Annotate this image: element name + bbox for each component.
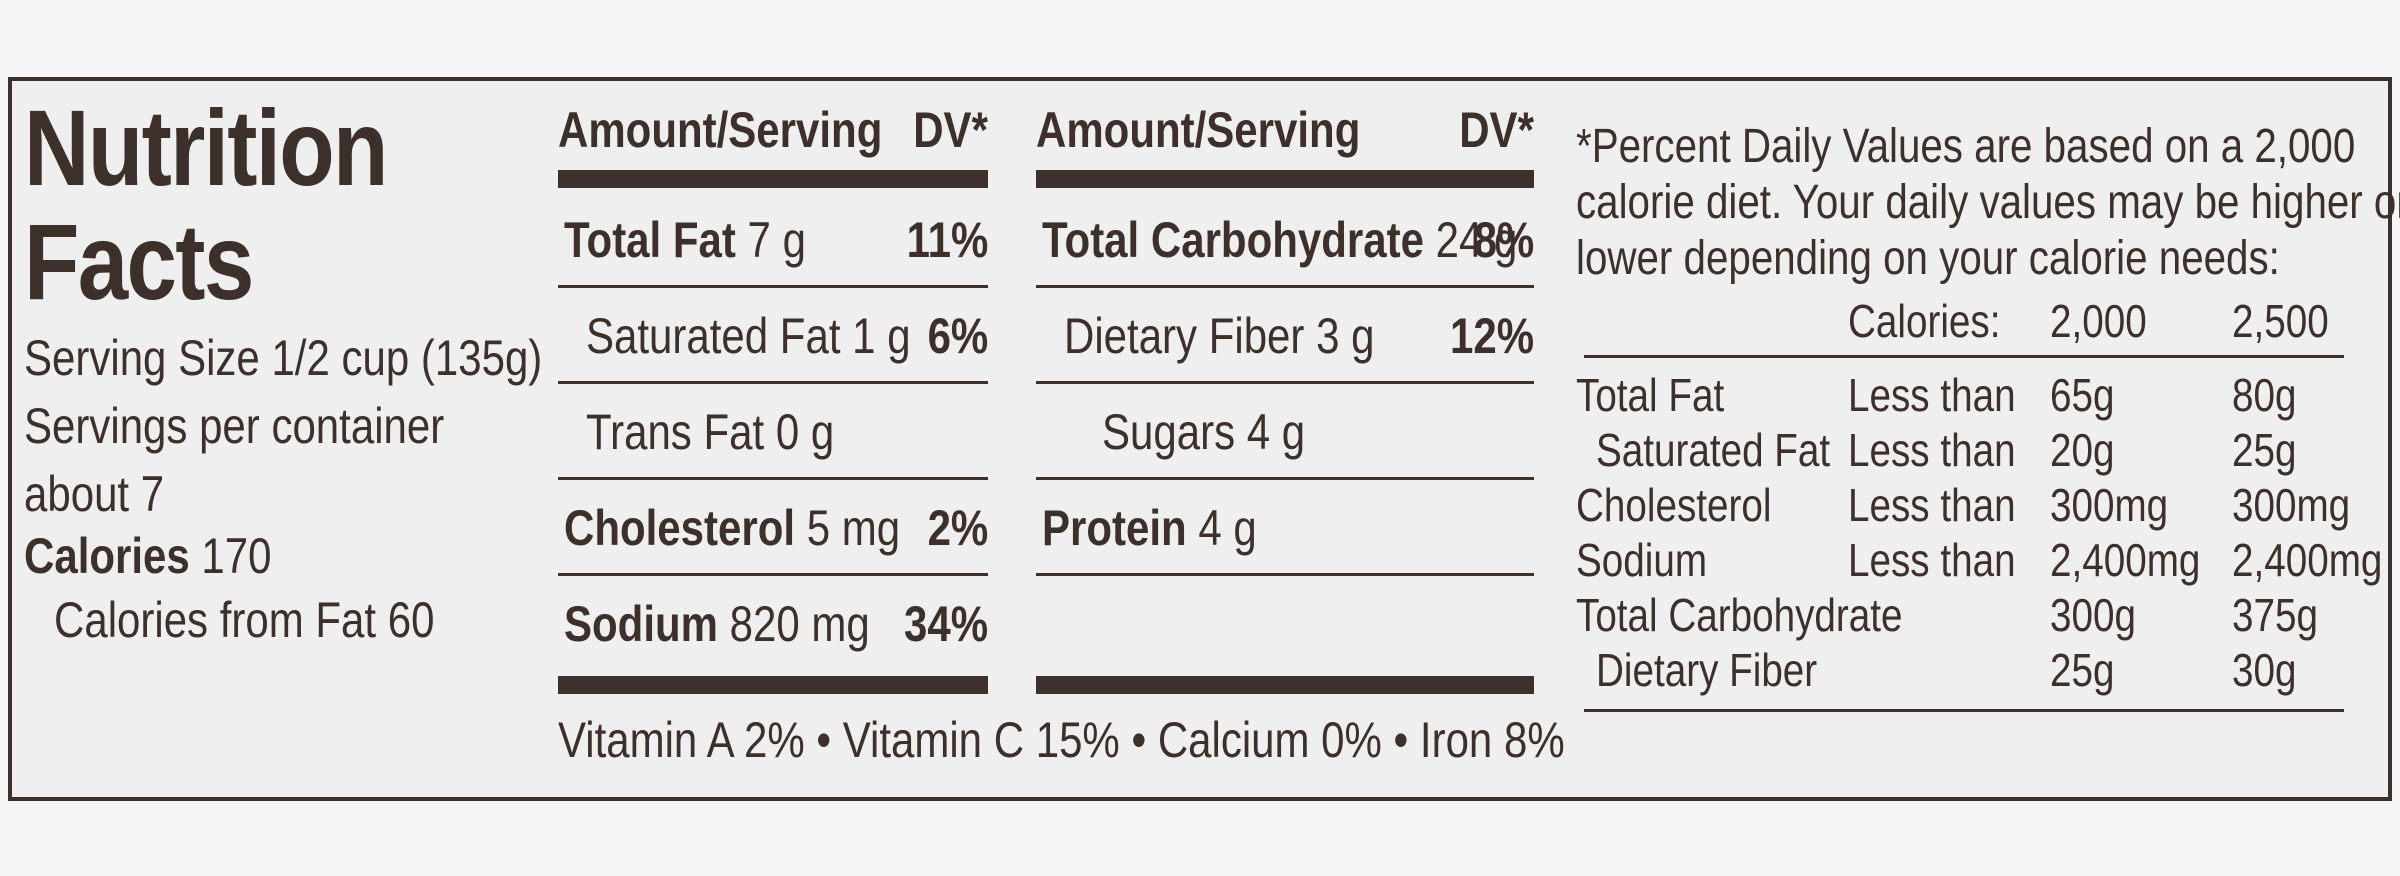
right-table-row-0-dv: 8%: [1473, 212, 1534, 268]
footnote-row-1-qualifier: Less than: [1848, 424, 2016, 476]
footnote-row-0-value-2500: 80g: [2232, 369, 2297, 421]
left-table-top-bar: [558, 170, 988, 188]
footnote-line1: *Percent Daily Values are based on a 2,0…: [1576, 120, 2356, 173]
footnote-line3: lower depending on your calorie needs:: [1576, 232, 2280, 285]
footnote-row-3-name: Sodium: [1576, 534, 1708, 586]
left-table-row-1-dv: 6%: [927, 308, 988, 364]
footnote-row-5-name: Dietary Fiber: [1596, 644, 1818, 696]
left-table-row-2-name: Trans Fat 0 g: [586, 404, 835, 460]
right-table-top-bar: [1036, 170, 1534, 188]
left-table-row-3-name: Cholesterol 5 mg: [564, 500, 901, 556]
footnote-row-4-value-2500: 375g: [2232, 589, 2318, 641]
footnote-row-4-value-2000: 300g: [2050, 589, 2136, 641]
left-table-row-4-name: Sodium 820 mg: [564, 596, 870, 652]
left-table-row-rule-0: [558, 285, 988, 288]
footnote-row-1-value-2000: 20g: [2050, 424, 2115, 476]
right-table-row-0-name: Total Carbohydrate 24 g: [1042, 212, 1518, 268]
title-line1: Nutrition: [24, 87, 388, 208]
serving-size: Serving Size 1/2 cup (135g): [24, 330, 543, 386]
left-table-bottom-bar: [558, 676, 988, 694]
left-table-row-0-name: Total Fat 7 g: [564, 212, 806, 268]
left-table-row-0-dv: 11%: [906, 212, 988, 268]
left-table-header-dv: DV*: [913, 102, 988, 158]
footnote-row-0-qualifier: Less than: [1848, 369, 2016, 421]
servings-line2: about 7: [24, 466, 165, 522]
footnote-row-4-name: Total Carbohydrate: [1576, 589, 1903, 641]
left-table-header-amount: Amount/Serving: [558, 102, 883, 158]
footnote-row-0-name: Total Fat: [1576, 369, 1725, 421]
left-table-row-3-dv: 2%: [927, 500, 988, 556]
right-table-row-rule-3: [1036, 573, 1534, 576]
footnote-row-3-qualifier: Less than: [1848, 534, 2016, 586]
right-table-row-rule-0: [1036, 285, 1534, 288]
footnote-row-5-value-2000: 25g: [2050, 644, 2115, 696]
footnote-row-2-value-2000: 300mg: [2050, 479, 2169, 531]
footnote-row-1-value-2500: 25g: [2232, 424, 2297, 476]
right-table-bottom-bar: [1036, 676, 1534, 694]
left-table-row-rule-1: [558, 381, 988, 384]
footnote-rule-top: [1584, 355, 2344, 358]
title-line2: Facts: [24, 201, 254, 322]
footnote-col2-header: 2,500: [2232, 295, 2329, 347]
right-table-header-amount: Amount/Serving: [1036, 102, 1361, 158]
right-table-row-1-name: Dietary Fiber 3 g: [1064, 308, 1375, 364]
footnote-row-2-name: Cholesterol: [1576, 479, 1772, 531]
footnote-row-2-value-2500: 300mg: [2232, 479, 2351, 531]
footnote-col1-header: 2,000: [2050, 295, 2147, 347]
footnote-calories-label: Calories:: [1848, 295, 2001, 347]
vitamins-line: Vitamin A 2% • Vitamin C 15% • Calcium 0…: [558, 712, 1565, 768]
right-table-row-3-name: Protein 4 g: [1042, 500, 1257, 556]
servings-line1: Servings per container: [24, 398, 445, 454]
calories-from-fat: Calories from Fat 60: [54, 592, 435, 648]
footnote-row-3-value-2000: 2,400mg: [2050, 534, 2201, 586]
footnote-row-2-qualifier: Less than: [1848, 479, 2016, 531]
right-table-row-1-dv: 12%: [1449, 308, 1534, 364]
right-table-header-dv: DV*: [1459, 102, 1534, 158]
right-table-row-rule-1: [1036, 381, 1534, 384]
footnote-rule-bottom: [1584, 709, 2344, 712]
footnote-line2: calorie diet. Your daily values may be h…: [1576, 176, 2400, 229]
right-table-row-2-name: Sugars 4 g: [1102, 404, 1306, 460]
footnote-row-3-value-2500: 2,400mg: [2232, 534, 2383, 586]
left-table-row-rule-3: [558, 573, 988, 576]
left-table-row-4-dv: 34%: [903, 596, 988, 652]
left-table-row-rule-2: [558, 477, 988, 480]
footnote-row-5-value-2500: 30g: [2232, 644, 2297, 696]
calories: Calories 170: [24, 528, 272, 584]
left-table-row-1-name: Saturated Fat 1 g: [586, 308, 911, 364]
right-table-row-rule-2: [1036, 477, 1534, 480]
footnote-row-1-name: Saturated Fat: [1596, 424, 1831, 476]
footnote-row-0-value-2000: 65g: [2050, 369, 2115, 421]
